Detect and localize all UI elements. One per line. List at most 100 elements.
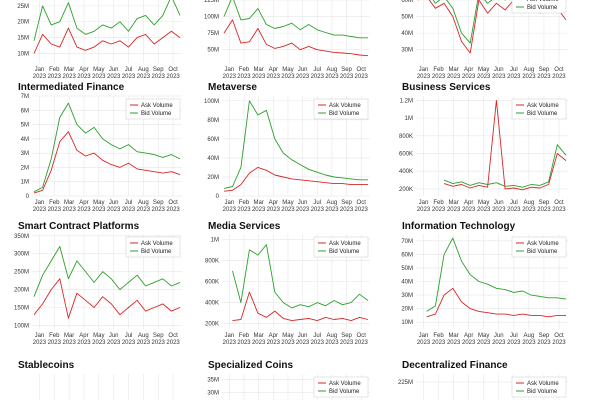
x-tick-label: 2023 <box>311 74 325 80</box>
x-tick-label: 2023 <box>325 207 339 213</box>
x-tick-label: 2023 <box>355 340 369 346</box>
x-tick-label: 2023 <box>77 74 91 80</box>
chart-panel: 30M40M50M60MJan2023Feb2023Mar2023Apr2023… <box>401 0 568 80</box>
x-tick-label: Jul <box>313 333 321 339</box>
x-tick-label: 2023 <box>48 207 62 213</box>
chart-panel: Business Services 200K 400K 600K 800K 1M 1.2M J… <box>399 82 568 213</box>
x-tick-label: May <box>93 333 104 339</box>
y-tick-label: 30M <box>401 293 413 299</box>
x-tick-label: Sep <box>539 67 550 73</box>
ask-volume-line <box>33 278 181 319</box>
y-tick-label: 40M <box>401 280 413 286</box>
x-tick-label: Aug <box>524 333 535 339</box>
x-tick-label: 2023 <box>432 340 446 346</box>
x-tick-label: 2023 <box>92 340 106 346</box>
x-tick-label: Jul <box>313 67 321 73</box>
x-tick-label: Jun <box>494 67 504 73</box>
x-tick-label: 2023 <box>281 74 295 80</box>
ask-volume-line <box>223 19 369 57</box>
x-tick-label: 2023 <box>237 340 251 346</box>
bid-volume-line <box>443 144 567 188</box>
x-tick-label: Mar <box>253 200 263 206</box>
x-tick-label: 2023 <box>340 74 354 80</box>
x-tick-label: Mar <box>448 200 458 206</box>
x-tick-label: 2023 <box>166 74 180 80</box>
chart-panel: Decentralized Finance200M225MAsk VolumeB… <box>398 360 568 400</box>
x-tick-label: 2023 <box>522 207 536 213</box>
x-tick-label: Apr <box>464 67 473 73</box>
legend-bid-label: Bid Volume <box>141 111 172 117</box>
x-tick-label: 2023 <box>432 74 446 80</box>
y-tick-label: 250M <box>14 270 29 276</box>
x-tick-label: Jun <box>298 333 308 339</box>
x-tick-label: 2023 <box>462 340 476 346</box>
x-tick-label: Aug <box>138 200 149 206</box>
chart-title: Stablecoins <box>18 360 75 371</box>
x-tick-label: 2023 <box>107 207 121 213</box>
x-tick-label: Apr <box>269 333 278 339</box>
x-tick-label: 2023 <box>48 74 62 80</box>
x-tick-label: Sep <box>341 200 352 206</box>
legend-box <box>511 98 567 120</box>
x-tick-label: 2023 <box>537 74 551 80</box>
x-tick-label: Jun <box>298 67 308 73</box>
y-tick-label: 400K <box>205 301 219 307</box>
x-tick-label: May <box>478 200 489 206</box>
x-tick-label: 2023 <box>62 207 76 213</box>
x-tick-label: 2023 <box>137 207 151 213</box>
x-tick-label: Jan <box>35 67 45 73</box>
y-tick-label: 60M <box>401 0 413 4</box>
x-tick-label: Jan <box>419 200 429 206</box>
legend-ask-label: Ask Volume <box>527 241 559 247</box>
bid-volume-line <box>223 100 368 189</box>
bid-volume-line <box>33 102 181 193</box>
chart-panel: Intermediated Finance01M2M3M4M5M6M7MJan2… <box>18 82 182 213</box>
y-tick-label: 10M <box>17 51 29 57</box>
x-tick-label: Mar <box>64 200 74 206</box>
x-tick-label: 2023 <box>122 207 136 213</box>
x-tick-label: 2023 <box>552 74 566 80</box>
x-tick-label: 2023 <box>48 340 62 346</box>
legend-bid-label: Bid Volume <box>527 389 558 395</box>
y-tick-label: 4M <box>21 137 29 143</box>
x-tick-label: Aug <box>327 333 338 339</box>
y-tick-label: 225M <box>398 380 413 386</box>
chart-title: Business Services <box>402 82 491 93</box>
y-tick-label: 5M <box>21 123 29 129</box>
x-tick-label: 2023 <box>166 340 180 346</box>
x-tick-label: Jul <box>125 333 133 339</box>
bid-volume-line <box>223 0 368 39</box>
x-tick-label: May <box>478 333 489 339</box>
y-tick-label: 20M <box>17 20 29 26</box>
legend-box <box>313 236 369 258</box>
x-tick-label: Aug <box>138 67 149 73</box>
x-tick-label: Aug <box>524 200 535 206</box>
x-tick-label: 2023 <box>62 74 76 80</box>
x-tick-label: 2023 <box>152 207 166 213</box>
x-tick-label: Sep <box>153 333 164 339</box>
ask-volume-line <box>33 131 181 194</box>
y-tick-label: 1.2M <box>400 98 413 104</box>
x-tick-label: Aug <box>327 200 338 206</box>
x-tick-label: Oct <box>357 67 367 73</box>
legend-ask-label: Ask Volume <box>527 103 559 109</box>
chart-title: Media Services <box>208 221 281 232</box>
x-tick-label: 2023 <box>355 74 369 80</box>
x-tick-label: Jun <box>494 200 504 206</box>
y-tick-label: 70M <box>401 239 413 245</box>
x-tick-label: 2023 <box>33 74 47 80</box>
x-tick-label: Sep <box>153 200 164 206</box>
y-tick-label: 100M <box>204 99 219 105</box>
x-tick-label: 2023 <box>311 340 325 346</box>
legend-ask-label: Ask Volume <box>141 103 173 109</box>
y-tick-label: 800K <box>399 134 413 140</box>
chart-panel: 10M15M20M25MJan2023Feb2023Mar2023Apr2023… <box>17 0 182 80</box>
x-tick-label: 2023 <box>492 340 506 346</box>
x-tick-label: 2023 <box>447 207 461 213</box>
x-tick-label: May <box>282 200 293 206</box>
x-tick-label: Feb <box>239 67 250 73</box>
x-tick-label: 2023 <box>296 207 310 213</box>
x-tick-label: 2023 <box>223 74 237 80</box>
y-tick-label: 50M <box>401 266 413 272</box>
